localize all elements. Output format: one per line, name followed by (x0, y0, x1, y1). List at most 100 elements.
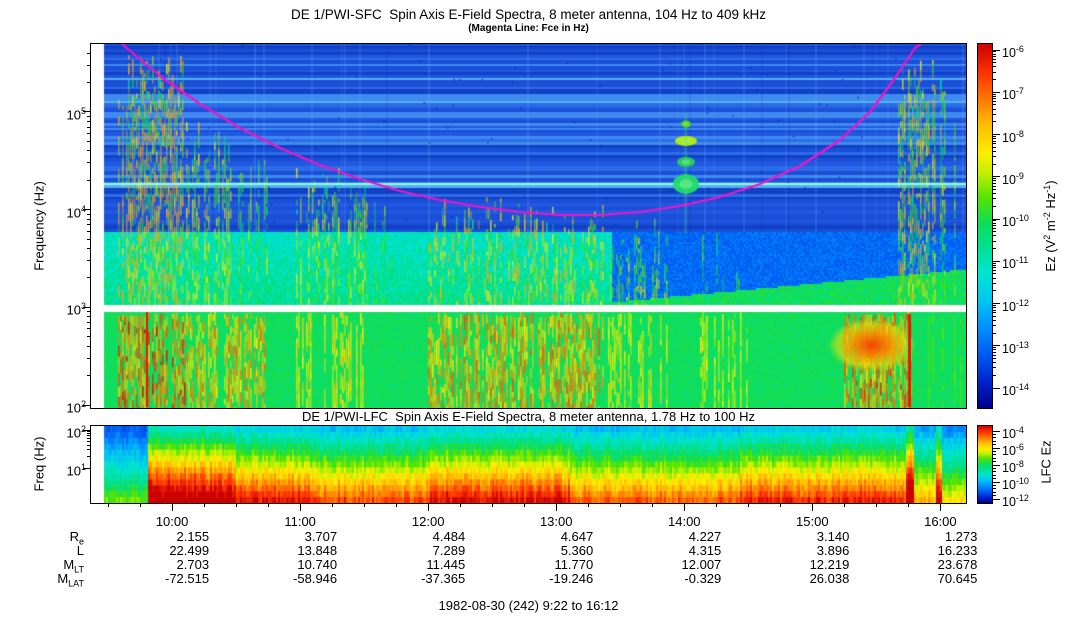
sfc-cb-tick-label: 10-9 (1002, 170, 1024, 187)
x-minor-tick (491, 503, 493, 507)
lfc-cb-minor-tick (992, 444, 996, 446)
sfc-y-minor-tick (87, 218, 91, 220)
sfc-y-major-tick (83, 404, 91, 406)
lfc-cb-minor-tick (992, 478, 996, 480)
x-minor-tick (907, 503, 909, 507)
sfc-cb-minor-tick (992, 309, 996, 311)
sfc-cb-minor-tick (992, 51, 996, 53)
eph-value-L: 7.289 (432, 543, 466, 558)
sfc-cb-minor-tick (992, 240, 996, 242)
sfc-cb-minor-tick (992, 93, 996, 95)
time-label: 15:00 (796, 514, 829, 529)
sfc-cb-minor-tick (992, 163, 996, 165)
lfc-y-minor-tick (87, 449, 91, 451)
x-minor-tick (139, 503, 141, 507)
sfc-cb-minor-tick (992, 180, 996, 182)
eph-value-Re: 4.227 (688, 529, 722, 544)
sfc-colorbar (977, 43, 993, 409)
time-label: 14:00 (668, 514, 701, 529)
sfc-y-minor-tick (87, 260, 91, 262)
sfc-cb-minor-tick (992, 53, 996, 55)
x-major-tick (555, 503, 557, 511)
sfc-y-minor-tick (87, 213, 91, 215)
eph-value-MLAT: -37.365 (421, 571, 466, 586)
sfc-cb-tick-label: 10-8 (1002, 128, 1024, 145)
time-label: 13:00 (539, 514, 573, 529)
lfc-y-tick-label: 102 (66, 424, 86, 441)
eph-value-MLT: 2.703 (176, 557, 210, 572)
lfc-cb-minor-tick (992, 433, 996, 435)
sfc-cb-minor-tick (992, 225, 996, 227)
sfc-y-minor-tick (87, 277, 91, 279)
sfc-cb-minor-tick (992, 143, 996, 145)
eph-value-MLT: 10.740 (297, 557, 338, 572)
sfc-cb-minor-tick (992, 62, 996, 64)
eph-value-Re: 3.140 (816, 529, 850, 544)
lfc-y-minor-tick (87, 433, 91, 435)
x-minor-tick (715, 503, 717, 507)
x-minor-tick (203, 503, 205, 507)
sfc-cb-major-tick (992, 91, 1000, 93)
footer-date-range: 1982-08-30 (242) 9:22 to 16:12 (438, 598, 619, 613)
sfc-cb-tick-label: 10-6 (1002, 44, 1024, 61)
sfc-y-minor-tick (87, 126, 91, 128)
x-minor-tick (651, 503, 653, 507)
sfc-cb-tick-label: 10-13 (1002, 339, 1029, 356)
lfc-y-minor-tick (87, 435, 91, 437)
eph-value-MLT: 23.678 (937, 557, 978, 572)
sfc-cb-minor-tick (992, 270, 996, 272)
sfc-cb-minor-tick (992, 290, 996, 292)
x-minor-tick (779, 503, 781, 507)
sfc-cb-major-tick (992, 218, 1000, 220)
eph-row-label-MLAT: MLAT (57, 571, 84, 589)
sfc-cb-minor-tick (992, 79, 996, 81)
x-major-tick (939, 503, 941, 511)
sfc-colorbar-label: Ez (V2 m-2 Hz-1) (1041, 180, 1059, 272)
sfc-y-axis-label: Frequency (Hz) (31, 181, 47, 271)
sfc-y-tick-label: 103 (66, 301, 86, 318)
sfc-cb-minor-tick (992, 248, 996, 250)
eph-value-MLT: 12.007 (681, 557, 722, 572)
lfc-cb-major-tick (992, 430, 1000, 432)
sfc-cb-major-tick (992, 49, 1000, 51)
eph-value-L: 16.233 (937, 543, 978, 558)
lfc-y-minor-tick (87, 456, 91, 458)
lfc-y-minor-tick (87, 431, 91, 433)
sfc-subtitle: (Magenta Line: Fce in Hz) (468, 23, 589, 34)
sfc-cb-minor-tick (992, 354, 996, 356)
sfc-cb-minor-tick (992, 71, 996, 73)
sfc-cb-tick-label: 10-10 (1002, 213, 1029, 230)
lfc-y-major-tick (83, 429, 91, 431)
x-minor-tick (331, 503, 333, 507)
sfc-y-minor-tick (87, 52, 91, 54)
x-minor-tick (843, 503, 845, 507)
eph-value-MLT: 11.770 (554, 557, 594, 572)
lfc-y-tick-label: 101 (66, 462, 86, 479)
sfc-cb-minor-tick (992, 349, 996, 351)
sfc-y-minor-tick (87, 115, 91, 117)
sfc-cb-minor-tick (992, 121, 996, 123)
sfc-cb-minor-tick (992, 220, 996, 222)
lfc-cb-tick-label: 10-8 (1002, 459, 1024, 476)
sfc-y-minor-tick (87, 357, 91, 359)
sfc-cb-minor-tick (992, 138, 996, 140)
lfc-cb-minor-tick (992, 484, 996, 486)
lfc-cb-tick-label: 10-10 (1002, 476, 1029, 493)
sfc-cb-minor-tick (992, 307, 996, 309)
eph-value-MLT: 12.219 (809, 557, 850, 572)
x-minor-tick (747, 503, 749, 507)
sfc-cb-minor-tick (992, 222, 996, 224)
time-label: 10:00 (155, 514, 189, 529)
sfc-cb-minor-tick (992, 108, 996, 110)
eph-value-L: 5.360 (560, 543, 594, 558)
x-minor-tick (459, 503, 461, 507)
sfc-y-minor-tick (87, 311, 91, 313)
sfc-cb-minor-tick (992, 277, 996, 279)
sfc-y-minor-tick (87, 162, 91, 164)
lfc-cb-minor-tick (992, 467, 996, 469)
sfc-cb-minor-tick (992, 264, 996, 266)
sfc-y-major-tick (83, 111, 91, 113)
eph-value-MLT: 11.445 (426, 557, 466, 572)
x-minor-tick (875, 503, 877, 507)
